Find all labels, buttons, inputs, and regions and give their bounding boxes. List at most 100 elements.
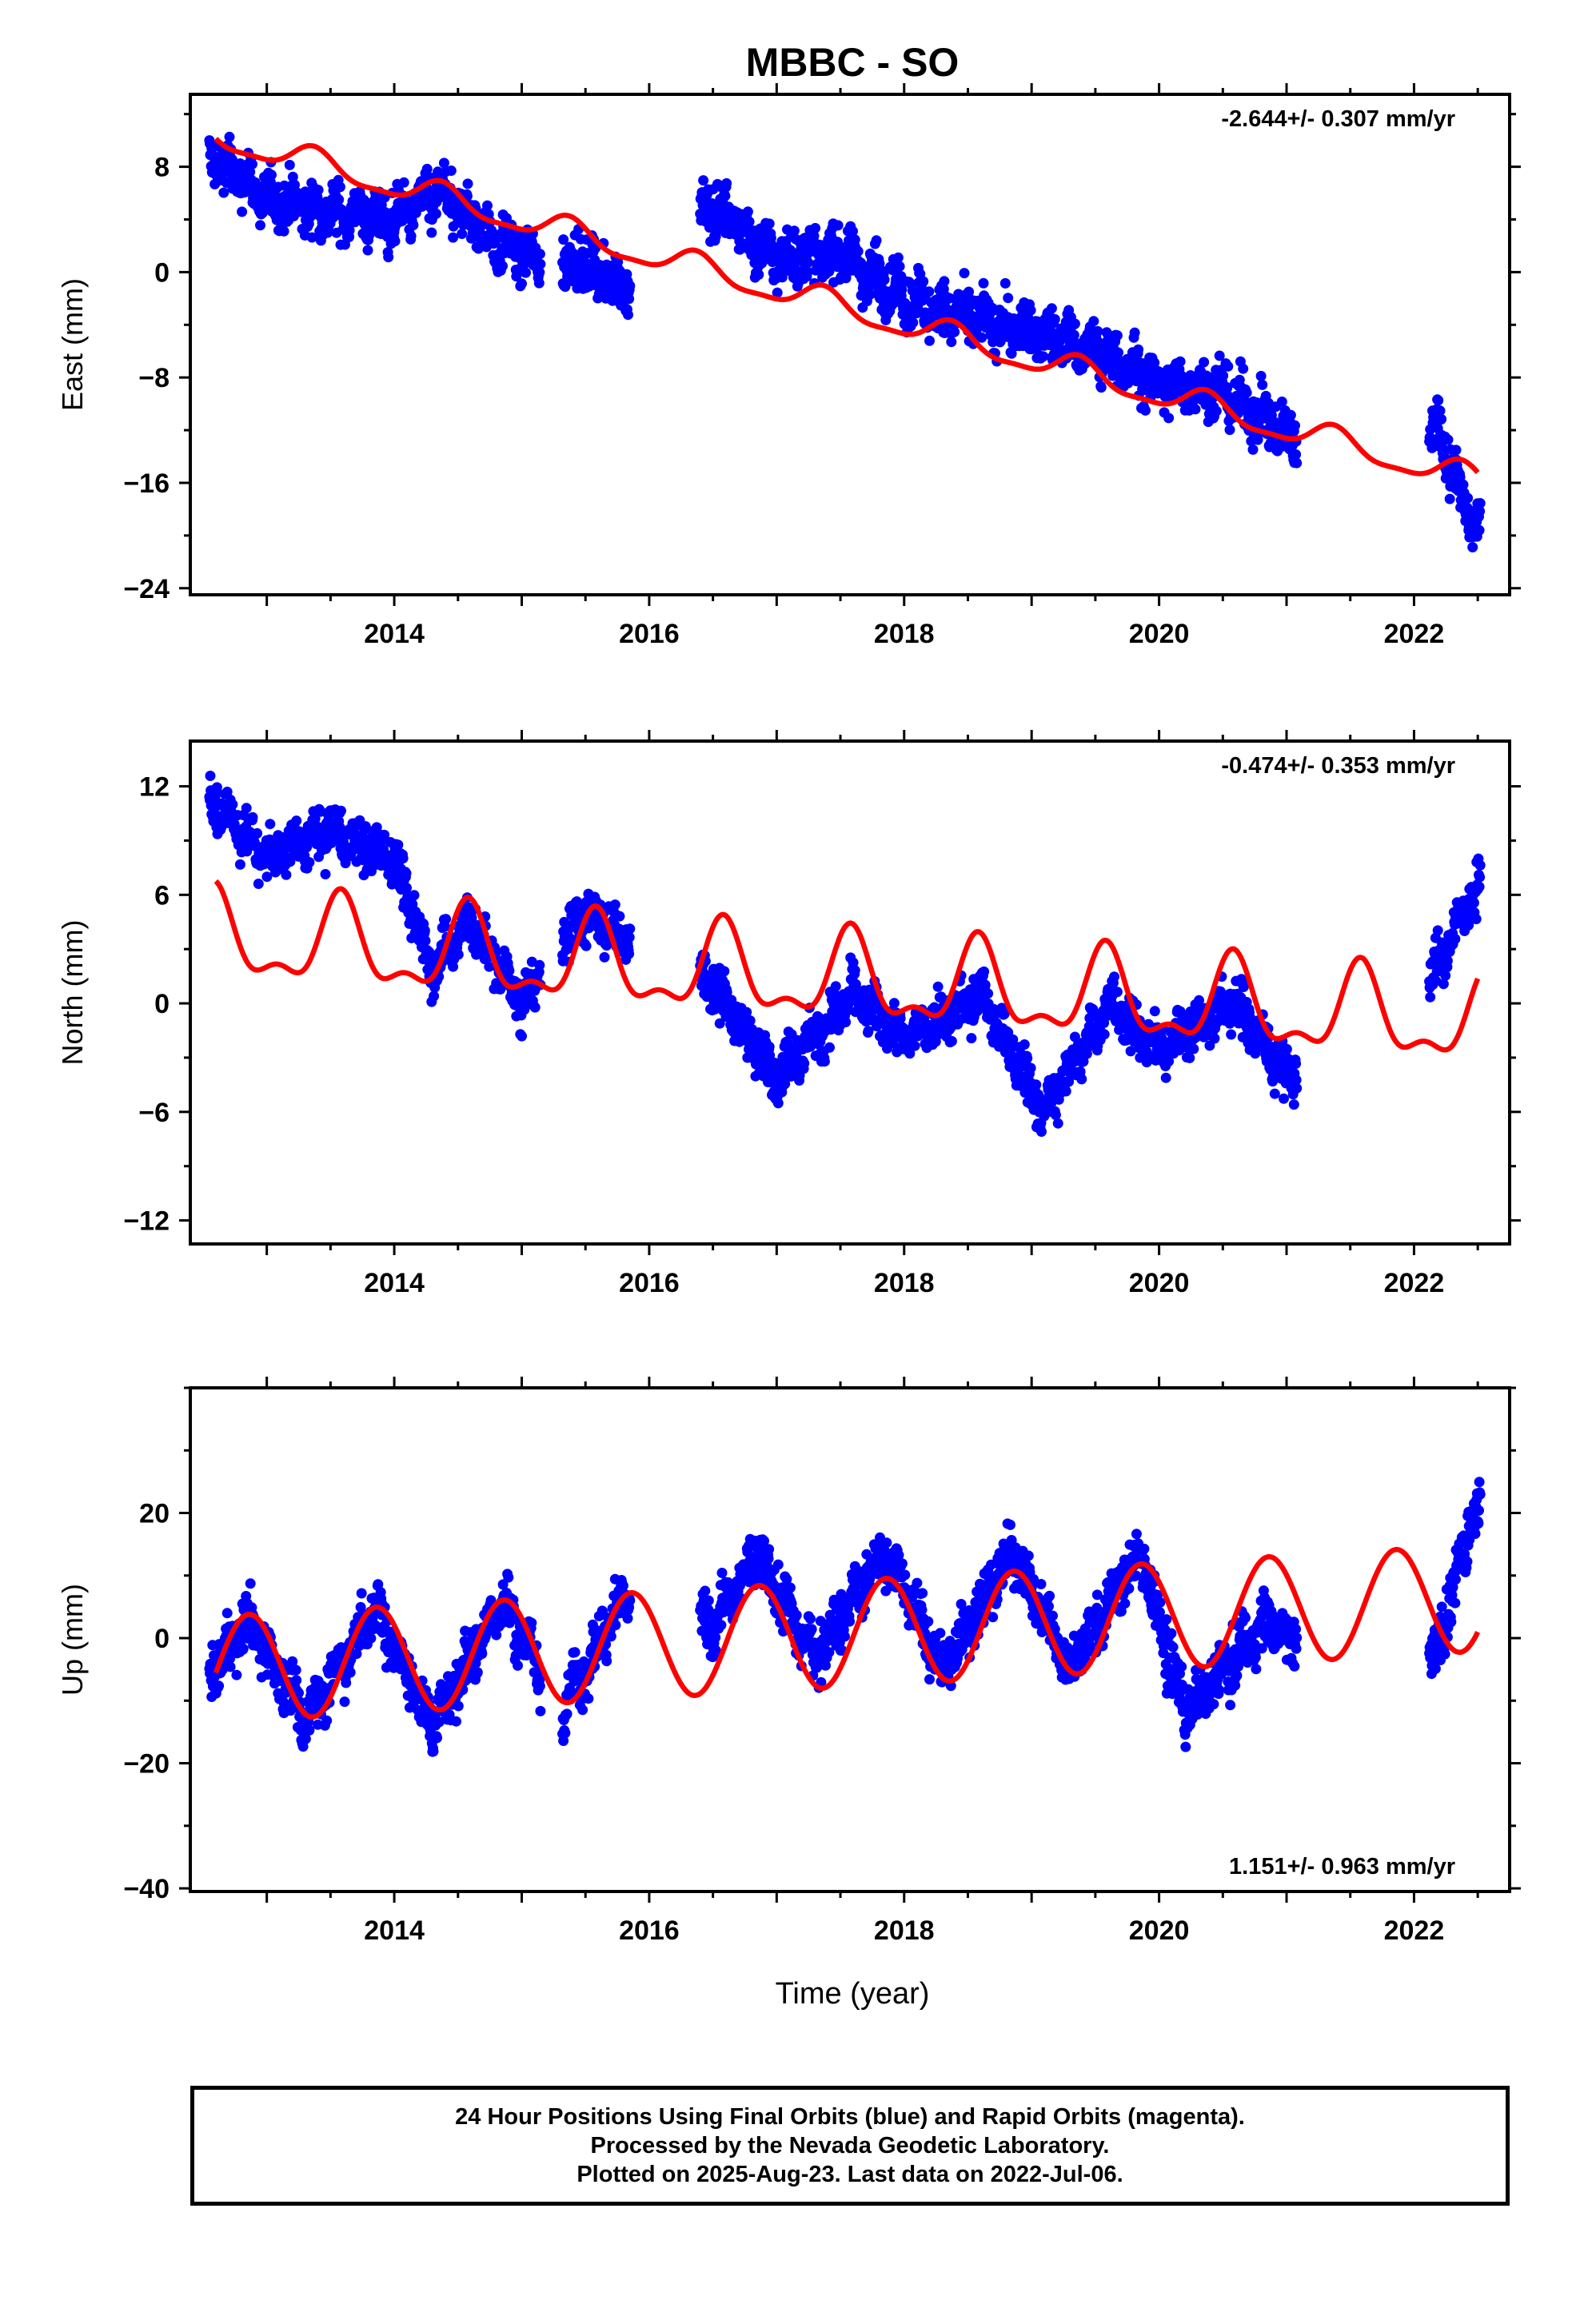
position-point bbox=[1161, 1073, 1171, 1083]
y-tick-label: 8 bbox=[154, 153, 170, 183]
position-point bbox=[1474, 872, 1485, 883]
position-point bbox=[1050, 314, 1060, 325]
position-point bbox=[227, 799, 237, 810]
chart-title: MBBC - SO bbox=[746, 40, 960, 85]
position-point bbox=[979, 278, 989, 289]
position-point bbox=[872, 235, 882, 245]
position-point bbox=[880, 274, 890, 285]
position-point bbox=[1022, 1053, 1032, 1063]
position-point bbox=[1425, 992, 1435, 1003]
position-point bbox=[363, 245, 373, 256]
position-point bbox=[803, 257, 813, 268]
position-point bbox=[426, 228, 437, 238]
position-point bbox=[1436, 414, 1446, 425]
position-point bbox=[1026, 1063, 1036, 1074]
position-point bbox=[946, 337, 956, 347]
y-tick-label: −6 bbox=[138, 1098, 170, 1128]
position-point bbox=[1279, 1094, 1289, 1104]
position-point bbox=[831, 981, 841, 991]
position-point bbox=[1282, 1044, 1292, 1054]
position-point bbox=[1242, 388, 1252, 398]
position-point bbox=[918, 277, 928, 287]
position-point bbox=[266, 169, 277, 180]
position-point bbox=[504, 966, 514, 976]
x-tick-label: 2020 bbox=[1129, 1268, 1190, 1298]
position-point bbox=[1092, 326, 1103, 337]
position-point bbox=[1289, 1099, 1299, 1110]
x-tick-label: 2022 bbox=[1384, 619, 1445, 649]
y-tick-label: −24 bbox=[123, 574, 170, 604]
position-point bbox=[833, 220, 844, 230]
position-point bbox=[335, 181, 345, 192]
position-point bbox=[534, 278, 545, 289]
position-point bbox=[535, 249, 545, 259]
position-point bbox=[1433, 395, 1443, 405]
plot-frame bbox=[190, 94, 1510, 595]
y-tick-label: 6 bbox=[154, 880, 170, 911]
position-point bbox=[1069, 330, 1079, 341]
position-point bbox=[572, 896, 582, 907]
position-point bbox=[1291, 458, 1302, 468]
position-point bbox=[218, 188, 229, 198]
position-point bbox=[624, 281, 635, 291]
y-axis-label: North (mm) bbox=[56, 920, 89, 1066]
position-point bbox=[225, 1662, 236, 1672]
position-point bbox=[285, 160, 295, 170]
x-tick-label: 2016 bbox=[619, 619, 680, 649]
position-point bbox=[1150, 1006, 1160, 1016]
position-point bbox=[745, 1015, 756, 1026]
position-point bbox=[1270, 1089, 1280, 1099]
position-point bbox=[453, 950, 464, 960]
position-point bbox=[743, 206, 753, 217]
position-point bbox=[421, 935, 431, 946]
position-point bbox=[924, 286, 934, 297]
position-point bbox=[1076, 1074, 1087, 1084]
position-point bbox=[908, 317, 918, 328]
position-point bbox=[409, 890, 420, 900]
position-point bbox=[581, 941, 592, 951]
position-point bbox=[933, 982, 944, 992]
position-point bbox=[1238, 364, 1248, 374]
position-point bbox=[824, 1042, 835, 1053]
position-point bbox=[1031, 1079, 1041, 1090]
position-point bbox=[1291, 1058, 1301, 1069]
position-point bbox=[1163, 413, 1174, 423]
position-point bbox=[1140, 405, 1151, 416]
position-point bbox=[1038, 351, 1048, 361]
position-point bbox=[222, 1608, 233, 1618]
position-point bbox=[1433, 925, 1443, 935]
position-point bbox=[1445, 494, 1455, 504]
position-point bbox=[1061, 1086, 1071, 1097]
position-point bbox=[248, 812, 258, 823]
position-point bbox=[1188, 1044, 1199, 1054]
position-point bbox=[1226, 1030, 1236, 1040]
position-point bbox=[1047, 303, 1057, 313]
position-point bbox=[1070, 319, 1080, 329]
y-tick-label: 0 bbox=[154, 989, 170, 1019]
position-point bbox=[966, 1033, 976, 1043]
position-point bbox=[252, 828, 262, 839]
position-point bbox=[721, 178, 732, 189]
x-tick-label: 2022 bbox=[1384, 1268, 1445, 1298]
position-point bbox=[255, 220, 265, 230]
position-point bbox=[600, 952, 610, 963]
position-point bbox=[1175, 357, 1186, 367]
velocity-annotation: -2.644+/- 0.307 mm/yr bbox=[1221, 106, 1455, 132]
position-point bbox=[313, 185, 324, 195]
x-tick-label: 2016 bbox=[619, 1268, 680, 1298]
y-tick-label: −8 bbox=[138, 363, 170, 393]
position-point bbox=[1475, 498, 1486, 508]
position-point bbox=[840, 1017, 851, 1027]
position-point bbox=[964, 287, 974, 297]
position-point bbox=[1451, 444, 1462, 455]
position-point bbox=[1112, 330, 1123, 341]
position-point bbox=[390, 236, 401, 246]
x-tick-label: 2018 bbox=[874, 619, 935, 649]
position-point bbox=[960, 268, 970, 278]
position-point bbox=[1248, 444, 1259, 455]
position-point bbox=[441, 914, 451, 924]
